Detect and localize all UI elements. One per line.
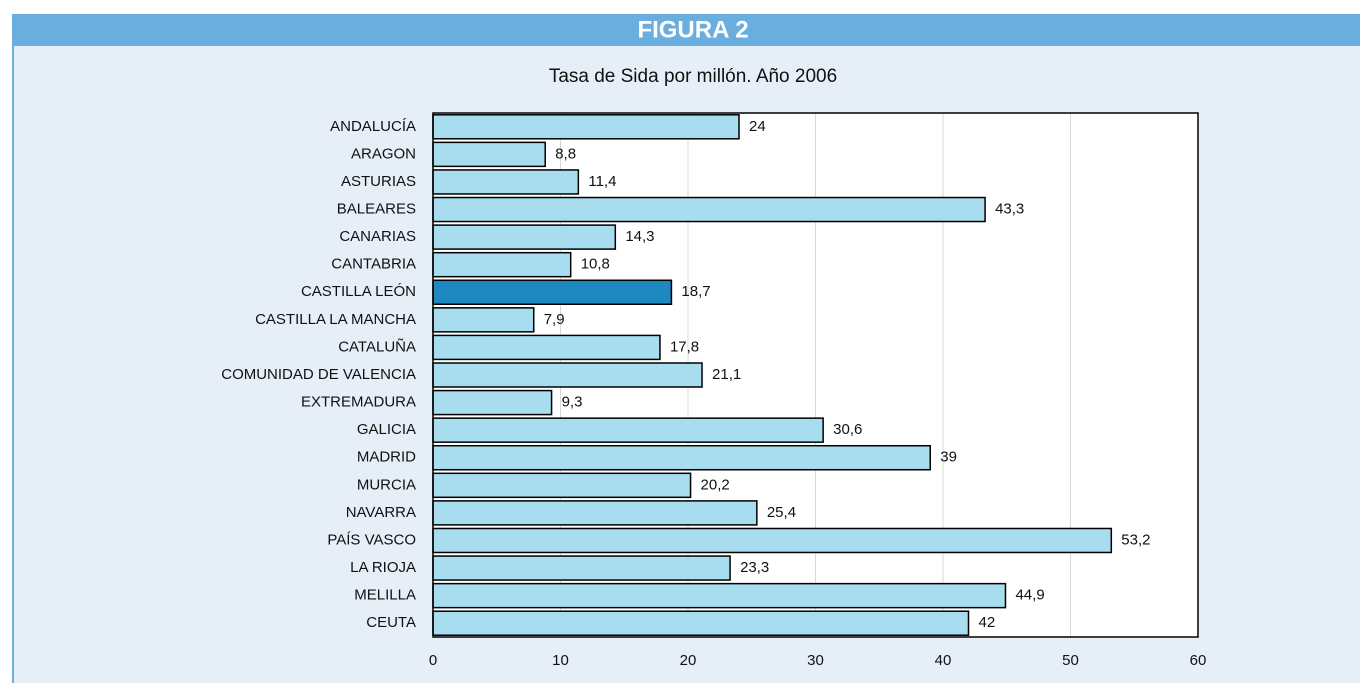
value-label: 18,7 [681, 283, 710, 300]
y-tick-label: PAÍS VASCO [327, 531, 416, 548]
bar [432, 279, 673, 306]
value-label: 44,9 [1015, 587, 1044, 604]
value-label: 42 [979, 614, 996, 631]
bar [432, 527, 1113, 554]
y-tick-label: CANTABRIA [331, 256, 416, 273]
value-label: 9,3 [562, 394, 583, 411]
y-tick-label: ANDALUCÍA [330, 118, 416, 135]
value-label: 23,3 [740, 559, 769, 576]
y-tick-label: LA RIOJA [350, 559, 416, 576]
y-tick-label: EXTREMADURA [301, 394, 416, 411]
x-tick-label: 0 [429, 652, 437, 669]
bar [432, 555, 731, 581]
bar [432, 114, 740, 140]
plot-frame [432, 112, 1199, 638]
x-tick-label: 50 [1062, 652, 1079, 669]
value-label: 53,2 [1121, 531, 1150, 548]
bar [432, 169, 580, 195]
y-tick-label: BALEARES [337, 200, 416, 217]
value-label: 11,4 [588, 173, 616, 190]
value-label: 43,3 [995, 200, 1024, 217]
bar [432, 251, 572, 278]
x-tick-label: 30 [807, 652, 824, 669]
bar [432, 196, 986, 223]
y-tick-label: MURCIA [357, 476, 416, 493]
value-label: 30,6 [833, 421, 862, 438]
bar [432, 389, 553, 416]
value-label: 21,1 [712, 366, 741, 383]
bar [432, 500, 758, 526]
x-tick-label: 40 [935, 652, 952, 669]
y-tick-label: CATALUÑA [338, 338, 416, 355]
bar [432, 610, 970, 636]
bar [432, 417, 824, 443]
y-tick-label: CASTILLA LEÓN [301, 283, 416, 300]
x-tick-label: 60 [1190, 652, 1207, 669]
value-label: 14,3 [625, 228, 654, 245]
bar [432, 582, 1007, 609]
header: FIGURA 2 [637, 16, 748, 43]
y-tick-label: CEUTA [366, 614, 416, 631]
value-label: 17,8 [670, 338, 699, 355]
value-label: 24 [749, 118, 766, 135]
bar [432, 334, 661, 361]
bar [432, 307, 535, 333]
bar [432, 362, 703, 388]
bar [432, 472, 692, 499]
bar [432, 444, 931, 471]
y-tick-label: NAVARRA [346, 504, 416, 521]
y-tick-label: GALICIA [357, 421, 416, 438]
bar [432, 224, 617, 250]
value-label: 39 [940, 449, 957, 466]
y-tick-label: MADRID [357, 449, 416, 466]
y-tick-label: COMUNIDAD DE VALENCIA [221, 366, 416, 383]
value-label: 7,9 [544, 311, 565, 328]
y-tick-label: CANARIAS [339, 228, 416, 245]
value-label: 25,4 [767, 504, 796, 521]
banner [12, 14, 1360, 46]
value-label: 10,8 [581, 256, 610, 273]
x-tick-label: 10 [552, 652, 569, 669]
bar [432, 141, 546, 168]
value-label: 8,8 [555, 145, 576, 162]
y-tick-label: CASTILLA LA MANCHA [255, 311, 416, 328]
y-tick-label: MELILLA [354, 587, 416, 604]
y-tick-label: ARAGON [351, 145, 416, 162]
y-tick-label: ASTURIAS [341, 173, 416, 190]
x-tick-label: 20 [680, 652, 697, 669]
chart-title: Tasa de Sida por millón. Año 2006 [549, 66, 837, 87]
value-label: 20,2 [701, 476, 730, 493]
